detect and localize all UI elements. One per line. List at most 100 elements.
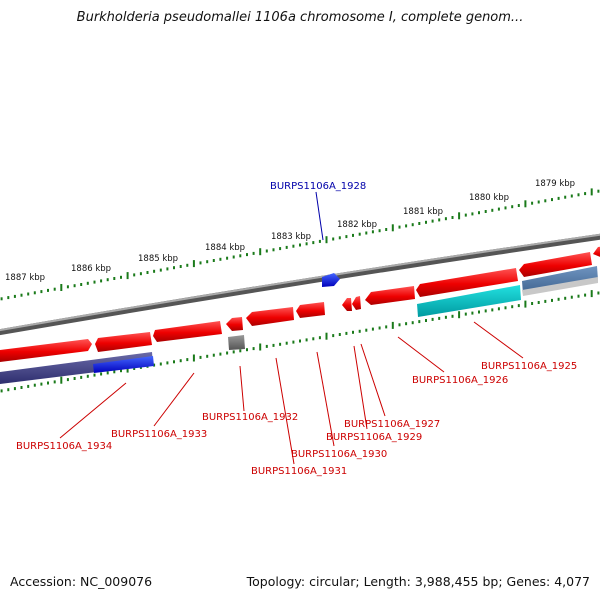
ruler-minor-tick xyxy=(299,339,301,343)
ruler-minor-tick xyxy=(431,219,434,223)
ruler-minor-tick xyxy=(186,358,189,362)
ruler-minor-tick xyxy=(504,306,507,310)
gene-arrow-edge[interactable] xyxy=(593,246,600,259)
ruler-minor-tick xyxy=(398,225,401,229)
ruler-minor-tick xyxy=(232,350,235,354)
ruler-minor-tick xyxy=(27,384,30,388)
ruler-minor-tick xyxy=(27,292,30,296)
gene-label-1925[interactable]: BURPS1106A_1925 xyxy=(481,361,577,372)
ruler-minor-tick xyxy=(405,322,408,326)
gene-label-1928[interactable]: BURPS1106A_1928 xyxy=(270,181,366,192)
gene-arrow-1934[interactable] xyxy=(0,339,92,362)
ruler-minor-tick xyxy=(146,271,149,274)
gene-label-1930[interactable]: BURPS1106A_1930 xyxy=(291,449,387,460)
ruler-minor-tick xyxy=(219,257,222,261)
ruler-minor-tick xyxy=(378,229,381,233)
ruler-major-tick xyxy=(126,272,129,280)
ruler-minor-tick xyxy=(570,194,573,198)
gene-label-1932[interactable]: BURPS1106A_1932 xyxy=(202,412,298,423)
gene-arrow-1933[interactable] xyxy=(153,321,222,342)
ruler-minor-tick xyxy=(265,344,268,348)
gene-arrow-1932[interactable] xyxy=(226,317,243,331)
ruler-major-tick xyxy=(458,311,461,319)
gene-label-1926[interactable]: BURPS1106A_1926 xyxy=(412,375,508,386)
ruler-minor-tick xyxy=(551,298,553,302)
feature-block-navy[interactable] xyxy=(0,352,153,384)
ruler-minor-tick xyxy=(179,265,182,268)
ruler-minor-tick xyxy=(504,206,507,210)
feature-block-blue[interactable] xyxy=(93,356,154,373)
ruler-minor-tick xyxy=(418,222,421,225)
ruler-major-tick xyxy=(590,188,593,196)
ruler-minor-tick xyxy=(537,200,540,204)
ruler-minor-tick xyxy=(199,355,202,359)
feature-block-gray[interactable] xyxy=(228,335,245,350)
gene-labels: BURPS1106A_1928 BURPS1106A_1925 BURPS110… xyxy=(16,181,577,477)
gene-track-feature xyxy=(0,266,598,384)
ruler-minor-tick xyxy=(484,309,487,313)
ruler-minor-tick xyxy=(497,307,500,311)
ruler-minor-tick xyxy=(385,325,388,329)
ruler-minor-tick xyxy=(557,297,560,301)
ruler-minor-tick xyxy=(166,267,169,271)
ruler-minor-tick xyxy=(438,316,441,320)
ruler-minor-tick xyxy=(86,281,89,285)
ruler-minor-tick xyxy=(464,213,467,217)
ruler-minor-tick xyxy=(47,381,49,385)
gene-arrow-1931[interactable] xyxy=(246,307,294,326)
tick-label: 1884 kbp xyxy=(205,243,245,253)
ruler-minor-tick xyxy=(478,310,480,314)
ruler-minor-tick xyxy=(431,317,434,321)
ruler-minor-tick xyxy=(153,363,156,367)
ruler-minor-tick xyxy=(66,378,69,382)
accession-text: Accession: NC_009076 xyxy=(10,574,153,589)
ruler-minor-tick xyxy=(345,331,348,335)
ruler-minor-tick xyxy=(299,243,301,247)
gene-arrow-1927[interactable] xyxy=(365,286,415,305)
ruler-minor-tick xyxy=(438,218,441,222)
ruler-minor-tick xyxy=(425,319,427,322)
ruler-minor-tick xyxy=(471,212,474,216)
ruler-minor-tick xyxy=(212,259,215,262)
gene-arrow-1926[interactable] xyxy=(416,268,518,297)
ruler-minor-tick xyxy=(279,247,282,251)
ruler-minor-tick xyxy=(159,362,162,366)
gene-arrow-1928[interactable] xyxy=(322,273,340,287)
ruler-minor-tick xyxy=(318,336,321,340)
ruler-minor-tick xyxy=(411,223,414,227)
gene-label-1927[interactable]: BURPS1106A_1927 xyxy=(344,419,440,430)
ruler-minor-tick xyxy=(464,312,467,316)
ruler-minor-tick xyxy=(13,387,16,391)
ruler-minor-tick xyxy=(318,239,321,243)
ruler-minor-tick xyxy=(133,367,136,370)
feature-block-cyan[interactable] xyxy=(417,285,521,317)
ruler-minor-tick xyxy=(358,232,361,236)
ruler-minor-tick xyxy=(517,304,520,308)
ruler-minor-tick xyxy=(352,233,354,237)
gene-arrow-1933a[interactable] xyxy=(95,332,152,352)
gene-label-1933[interactable]: BURPS1106A_1933 xyxy=(111,429,207,440)
gene-arrow-1929[interactable] xyxy=(342,298,352,311)
leader-line xyxy=(473,321,524,359)
ruler-minor-tick xyxy=(173,360,175,364)
ruler-minor-tick xyxy=(332,237,335,241)
gene-arrow-1925[interactable] xyxy=(519,252,592,277)
ruler-minor-tick xyxy=(265,249,268,253)
label-leaders xyxy=(59,191,524,465)
gene-label-1931[interactable]: BURPS1106A_1931 xyxy=(251,466,347,477)
tick-label: 1887 kbp xyxy=(5,273,45,283)
ruler-minor-tick xyxy=(93,373,96,377)
gene-label-1929[interactable]: BURPS1106A_1929 xyxy=(326,432,422,443)
ruler-minor-tick xyxy=(139,272,142,276)
gene-arrow-1928b[interactable] xyxy=(352,296,361,310)
leader-line xyxy=(59,382,127,439)
ruler-minor-tick xyxy=(584,192,587,196)
ruler-minor-tick xyxy=(537,301,540,304)
gene-arrow-1930[interactable] xyxy=(296,302,325,318)
gene-label-1934[interactable]: BURPS1106A_1934 xyxy=(16,441,112,452)
ruler-minor-tick xyxy=(418,320,421,324)
ruler-minor-tick xyxy=(179,359,182,363)
ruler-minor-tick xyxy=(106,371,109,375)
ruler-minor-tick xyxy=(47,288,49,292)
